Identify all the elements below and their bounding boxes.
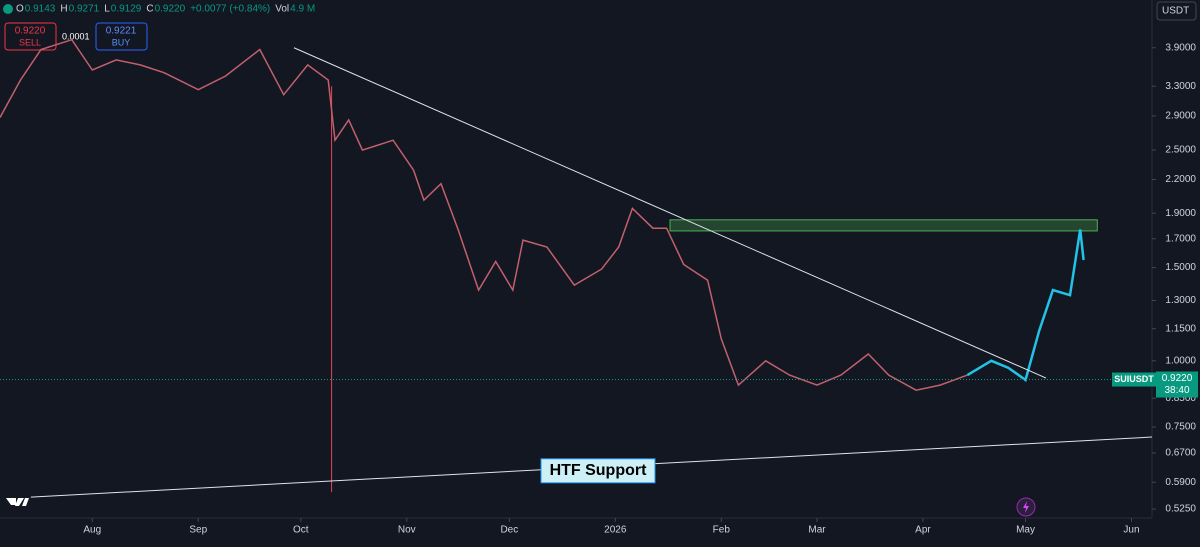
buy-price: 0.9221 [106, 26, 137, 37]
sell-label: SELL [19, 37, 41, 47]
currency-button[interactable] [1156, 1, 1197, 21]
buy-button[interactable] [95, 22, 148, 51]
x-tick-label: Feb [713, 525, 731, 536]
ohlc-value: 0.9129 [111, 4, 142, 15]
y-tick-label: 1.1500 [1165, 323, 1196, 334]
lightning [1023, 501, 1029, 513]
y-tick-label: 2.5000 [1165, 145, 1196, 156]
x-tick-label: Jun [1123, 525, 1139, 536]
x-tick-label: Sep [189, 525, 207, 536]
zone [669, 219, 1098, 232]
y-tick-label: 1.3000 [1165, 295, 1196, 306]
change: +0.0077 (+0.84%) [190, 4, 270, 15]
x-tick-label: Dec [500, 525, 518, 536]
volume-key: Vol [275, 4, 289, 15]
y-tick-label: 2.9000 [1165, 111, 1196, 122]
countdown: 38:40 [1164, 385, 1189, 396]
ohlc-value: 0.9271 [69, 4, 100, 15]
y-tick-label: 2.2000 [1165, 174, 1196, 185]
price-line [0, 38, 968, 391]
price-tag [1156, 371, 1198, 398]
x-tick-label: Oct [293, 525, 309, 536]
ohlc-key: O [16, 4, 24, 15]
trendline [293, 47, 1047, 379]
x-tick-label: 2026 [604, 525, 627, 536]
ohlc-header: O 0.9143 H 0.9271 L 0.9129 C 0.9220 +0.0077 (+0.… [16, 4, 315, 15]
volume: 4.9 M [290, 4, 315, 15]
ohlc-key: H [60, 4, 67, 15]
symbol-tag [1112, 372, 1156, 387]
price-tag-value: 0.9220 [1162, 373, 1193, 384]
y-tick-label: 0.6700 [1165, 448, 1196, 459]
x-tick-label: Mar [808, 525, 826, 536]
ohlc-key: L [104, 4, 110, 15]
y-tick-label: 0.8500 [1165, 393, 1196, 404]
annotation-box [540, 458, 656, 484]
ohlc-value: 0.9220 [155, 4, 186, 15]
y-tick-label: 1.9000 [1165, 208, 1196, 219]
x-tick-label: May [1016, 525, 1035, 536]
y-tick-label: 3.9000 [1165, 42, 1196, 53]
y-tick-label: 1.0000 [1165, 355, 1196, 366]
annotation: HTF Support [550, 462, 648, 479]
currency: USDT [1162, 6, 1189, 17]
x-tick-label: Nov [398, 525, 416, 536]
x-tick-label: Apr [915, 525, 931, 536]
sell-price: 0.9220 [15, 26, 46, 37]
logo [6, 498, 29, 506]
status-icon [3, 4, 13, 14]
buy-label: BUY [112, 37, 131, 47]
y-tick-label: 1.5000 [1165, 262, 1196, 273]
y-tick-label: 0.7500 [1165, 422, 1196, 433]
y-tick-label: 3.3000 [1165, 81, 1196, 92]
sell-button[interactable] [4, 22, 57, 51]
ohlc-key: C [146, 4, 153, 15]
ohlc-value: 0.9143 [25, 4, 56, 15]
y-tick-label: 0.5900 [1165, 477, 1196, 488]
spread: 0.0001 [62, 31, 90, 41]
price-line [966, 229, 1085, 383]
x-tick-label: Aug [83, 525, 101, 536]
y-tick-label: 0.5250 [1165, 504, 1196, 515]
y-tick-label: 1.7000 [1165, 233, 1196, 244]
symbol: SUIUSDT [1114, 374, 1154, 384]
